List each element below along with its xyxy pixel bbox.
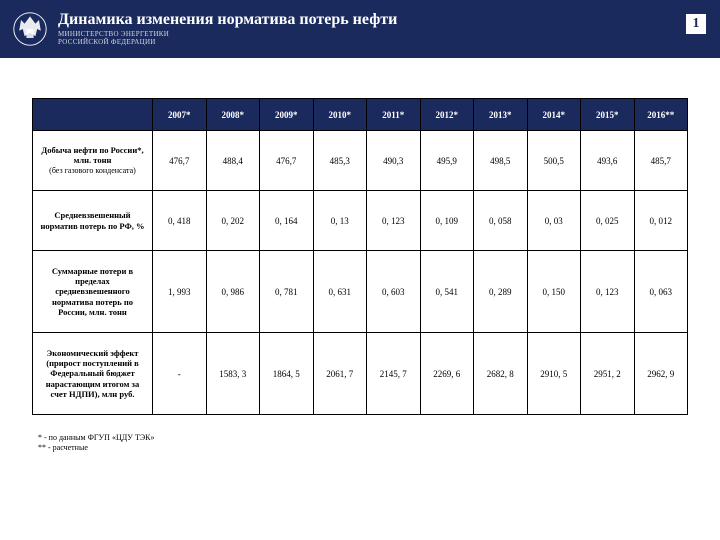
cell: 0, 541 (420, 251, 474, 333)
footnotes: * - по данным ФГУП «ЦДУ ТЭК» ** - расчет… (32, 433, 688, 454)
cell: 485,3 (313, 131, 367, 191)
col-header: 2013* (474, 99, 528, 131)
slide-number: 1 (686, 14, 706, 34)
cell: 0, 109 (420, 191, 474, 251)
row-label-main: Средневзвешенный норматив потерь по РФ, … (41, 210, 145, 230)
header-blank (33, 99, 153, 131)
table-row: Суммарные потери в пределах средневзвеше… (33, 251, 688, 333)
table-row: Средневзвешенный норматив потерь по РФ, … (33, 191, 688, 251)
cell: - (153, 333, 207, 415)
cell: 0, 123 (581, 251, 635, 333)
title-block: Динамика изменения норматива потерь нефт… (58, 11, 708, 46)
col-header: 2008* (206, 99, 260, 131)
cell: 2910, 5 (527, 333, 581, 415)
cell: 0, 603 (367, 251, 421, 333)
cell: 1583, 3 (206, 333, 260, 415)
cell: 2951, 2 (581, 333, 635, 415)
cell: 490,3 (367, 131, 421, 191)
footnote-line: ** - расчетные (38, 443, 688, 453)
cell: 493,6 (581, 131, 635, 191)
cell: 0, 202 (206, 191, 260, 251)
row-label: Суммарные потери в пределах средневзвеше… (33, 251, 153, 333)
cell: 0, 164 (260, 191, 314, 251)
footnote-line: * - по данным ФГУП «ЦДУ ТЭК» (38, 433, 688, 443)
ministry-line-2: РОССИЙСКОЙ ФЕДЕРАЦИИ (58, 39, 708, 47)
cell: 2145, 7 (367, 333, 421, 415)
row-label-sub: (без газового конденсата) (49, 166, 136, 175)
slide-header: Динамика изменения норматива потерь нефт… (0, 0, 720, 58)
slide-title: Динамика изменения норматива потерь нефт… (58, 11, 708, 29)
cell: 2061, 7 (313, 333, 367, 415)
cell: 0, 123 (367, 191, 421, 251)
cell: 0, 058 (474, 191, 528, 251)
row-label: Средневзвешенный норматив потерь по РФ, … (33, 191, 153, 251)
col-header: 2012* (420, 99, 474, 131)
data-table: 2007* 2008* 2009* 2010* 2011* 2012* 2013… (32, 98, 688, 415)
cell: 0, 418 (153, 191, 207, 251)
cell: 0, 03 (527, 191, 581, 251)
col-header: 2010* (313, 99, 367, 131)
cell: 485,7 (634, 131, 688, 191)
cell: 1, 993 (153, 251, 207, 333)
content-area: 2007* 2008* 2009* 2010* 2011* 2012* 2013… (0, 58, 720, 464)
cell: 0, 289 (474, 251, 528, 333)
col-header: 2011* (367, 99, 421, 131)
cell: 2269, 6 (420, 333, 474, 415)
row-label: Экономический эффект (прирост поступлени… (33, 333, 153, 415)
cell: 2962, 9 (634, 333, 688, 415)
row-label-main: Суммарные потери в пределах средневзвеше… (52, 266, 133, 317)
table-row: Экономический эффект (прирост поступлени… (33, 333, 688, 415)
row-label-main: Экономический эффект (прирост поступлени… (46, 348, 139, 399)
cell: 1864, 5 (260, 333, 314, 415)
col-header: 2016** (634, 99, 688, 131)
col-header: 2007* (153, 99, 207, 131)
table-header-row: 2007* 2008* 2009* 2010* 2011* 2012* 2013… (33, 99, 688, 131)
cell: 0, 063 (634, 251, 688, 333)
cell: 2682, 8 (474, 333, 528, 415)
table-row: Добыча нефти по России*, млн. тонн (без … (33, 131, 688, 191)
cell: 0, 631 (313, 251, 367, 333)
cell: 0, 012 (634, 191, 688, 251)
col-header: 2014* (527, 99, 581, 131)
cell: 0, 13 (313, 191, 367, 251)
row-label: Добыча нефти по России*, млн. тонн (без … (33, 131, 153, 191)
cell: 0, 150 (527, 251, 581, 333)
cell: 476,7 (260, 131, 314, 191)
cell: 500,5 (527, 131, 581, 191)
row-label-main: Добыча нефти по России*, млн. тонн (41, 145, 143, 165)
cell: 488,4 (206, 131, 260, 191)
ministry-emblem-icon (12, 11, 48, 47)
cell: 0, 986 (206, 251, 260, 333)
cell: 476,7 (153, 131, 207, 191)
col-header: 2009* (260, 99, 314, 131)
cell: 0, 025 (581, 191, 635, 251)
cell: 495,9 (420, 131, 474, 191)
col-header: 2015* (581, 99, 635, 131)
cell: 0, 781 (260, 251, 314, 333)
cell: 498,5 (474, 131, 528, 191)
